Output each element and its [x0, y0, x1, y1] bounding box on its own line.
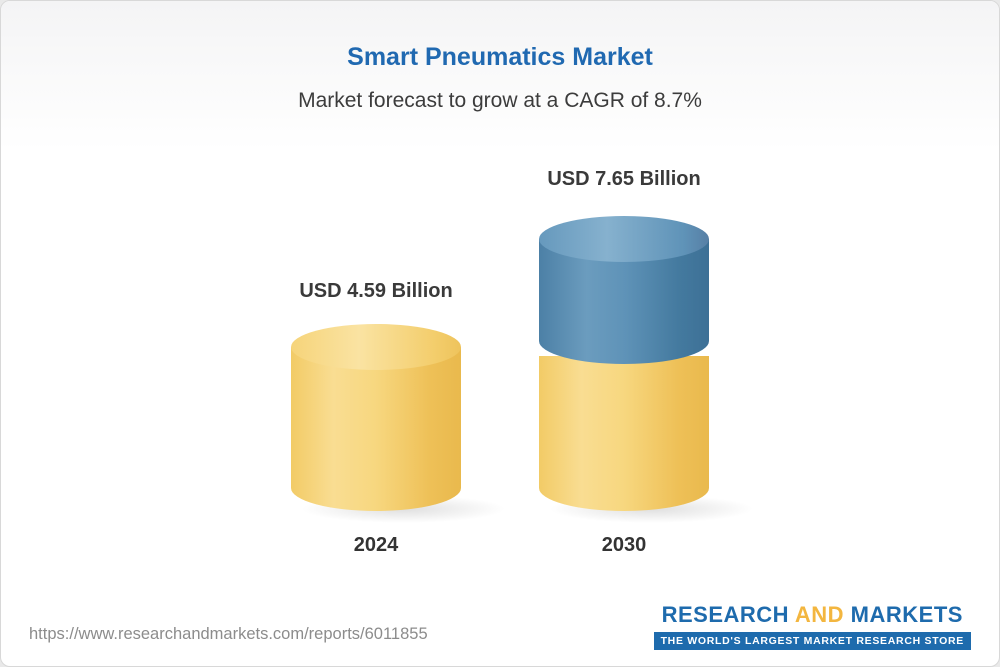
bar-2024-body: [291, 347, 461, 511]
value-label-2024: USD 4.59 Billion: [299, 280, 453, 302]
report-url: https://www.researchandmarkets.com/repor…: [29, 625, 428, 643]
bar-2030-base-segment: [539, 356, 709, 511]
bar-2030: [539, 216, 709, 511]
chart-subtitle: Market forecast to grow at a CAGR of 8.7…: [298, 89, 702, 112]
bar-2030-top-cap: [539, 216, 709, 262]
x-axis-label-2030: 2030: [601, 534, 647, 556]
chart-title: Smart Pneumatics Market: [347, 43, 653, 71]
logo-word-research: RESEARCH: [661, 602, 790, 627]
logo-wordmark: RESEARCH AND MARKETS: [662, 602, 963, 628]
logo-word-and: AND: [794, 602, 845, 627]
x-axis-label-2024: 2024: [353, 534, 399, 556]
logo-tagline: THE WORLD'S LARGEST MARKET RESEARCH STOR…: [653, 632, 971, 650]
bar-2024: [291, 324, 461, 511]
research-and-markets-logo: RESEARCH AND MARKETS THE WORLD'S LARGEST…: [653, 602, 971, 650]
logo-word-markets: MARKETS: [850, 602, 963, 627]
value-label-2030: USD 7.65 Billion: [547, 168, 701, 190]
header-band: [1, 1, 999, 151]
bar-2024-top-cap: [291, 324, 461, 370]
